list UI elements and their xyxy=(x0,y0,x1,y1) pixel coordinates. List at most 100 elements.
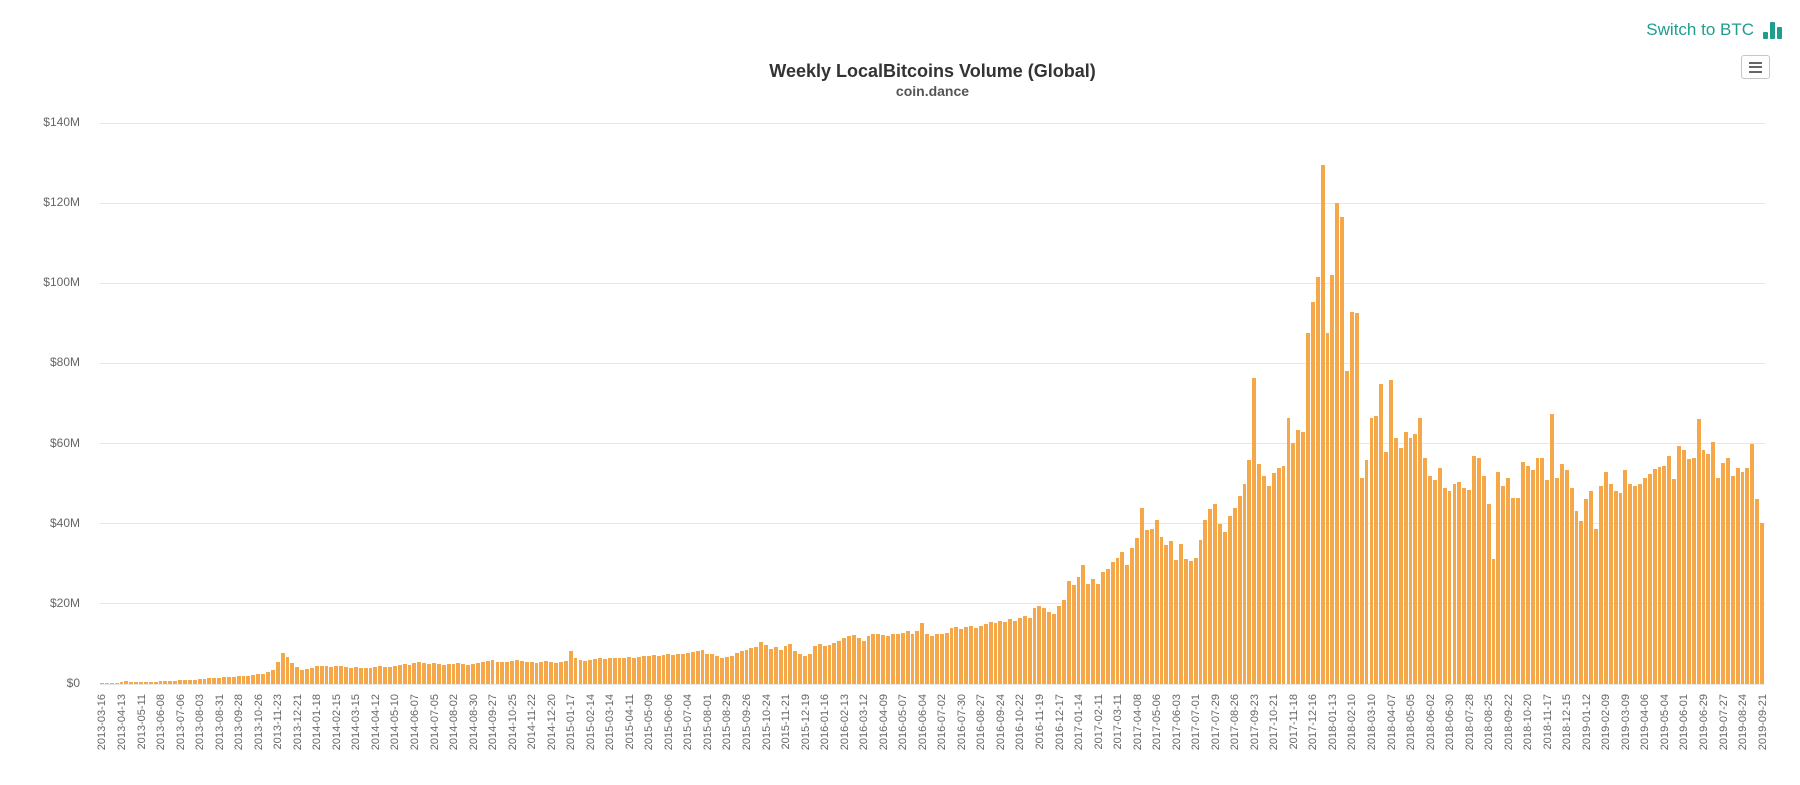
volume-bar[interactable] xyxy=(1467,489,1472,684)
volume-bar[interactable] xyxy=(1647,474,1652,684)
volume-bar[interactable] xyxy=(1623,470,1628,684)
volume-bar[interactable] xyxy=(1594,529,1598,684)
volume-bar[interactable] xyxy=(1017,617,1022,684)
volume-bar[interactable] xyxy=(441,664,446,684)
volume-bar[interactable] xyxy=(612,657,617,684)
volume-bar[interactable] xyxy=(1027,618,1032,684)
volume-bar[interactable] xyxy=(1701,450,1706,684)
volume-bar[interactable] xyxy=(1711,442,1716,684)
volume-bar[interactable] xyxy=(1735,467,1740,684)
volume-bar[interactable] xyxy=(939,634,944,684)
volume-bar[interactable] xyxy=(1115,557,1120,684)
volume-bar[interactable] xyxy=(715,655,720,684)
volume-bar[interactable] xyxy=(436,664,441,684)
volume-bar[interactable] xyxy=(1310,302,1315,684)
volume-bar[interactable] xyxy=(993,622,998,684)
volume-bar[interactable] xyxy=(1618,492,1623,684)
volume-bar[interactable] xyxy=(1491,559,1496,684)
volume-bar[interactable] xyxy=(1315,277,1320,684)
volume-bar[interactable] xyxy=(798,654,803,684)
volume-bar[interactable] xyxy=(1496,471,1501,684)
volume-bar[interactable] xyxy=(1696,418,1701,684)
volume-bar[interactable] xyxy=(134,682,139,684)
volume-bar[interactable] xyxy=(285,656,290,684)
volume-bar[interactable] xyxy=(661,655,666,684)
volume-bar[interactable] xyxy=(637,656,641,684)
volume-bar[interactable] xyxy=(1398,447,1403,684)
volume-bar[interactable] xyxy=(734,653,739,684)
volume-bar[interactable] xyxy=(397,664,402,684)
volume-bar[interactable] xyxy=(1008,618,1013,684)
volume-bar[interactable] xyxy=(139,682,143,684)
volume-bar[interactable] xyxy=(1603,472,1608,684)
volume-bar[interactable] xyxy=(568,650,573,684)
volume-bar[interactable] xyxy=(1633,485,1638,684)
volume-bar[interactable] xyxy=(1569,487,1574,684)
volume-bar[interactable] xyxy=(1193,557,1198,684)
volume-bar[interactable] xyxy=(1354,313,1359,684)
volume-bar[interactable] xyxy=(427,664,431,684)
volume-bar[interactable] xyxy=(622,657,627,684)
chart-context-menu-button[interactable] xyxy=(1741,55,1770,79)
volume-bar[interactable] xyxy=(1486,503,1491,684)
volume-bar[interactable] xyxy=(793,651,798,684)
volume-bar[interactable] xyxy=(275,662,280,684)
volume-bar[interactable] xyxy=(1154,519,1159,684)
volume-bar[interactable] xyxy=(178,680,182,684)
volume-bar[interactable] xyxy=(1691,457,1696,684)
volume-bar[interactable] xyxy=(881,634,886,684)
volume-bar[interactable] xyxy=(1120,551,1125,684)
volume-bar[interactable] xyxy=(1725,457,1730,684)
volume-bar[interactable] xyxy=(1242,483,1247,684)
volume-bar[interactable] xyxy=(1144,529,1149,684)
volume-bar[interactable] xyxy=(1262,475,1266,684)
volume-bar[interactable] xyxy=(915,630,920,684)
volume-bar[interactable] xyxy=(300,669,305,684)
volume-bar[interactable] xyxy=(1413,433,1418,684)
volume-bar[interactable] xyxy=(724,656,729,684)
volume-bar[interactable] xyxy=(212,678,217,684)
volume-bar[interactable] xyxy=(290,663,295,684)
volume-bar[interactable] xyxy=(646,655,651,684)
volume-bar[interactable] xyxy=(305,668,309,684)
volume-bar[interactable] xyxy=(1579,520,1584,684)
volume-bar[interactable] xyxy=(1418,417,1423,684)
volume-bar[interactable] xyxy=(1428,476,1432,684)
volume-bar[interactable] xyxy=(1550,414,1555,684)
volume-bar[interactable] xyxy=(1032,607,1037,684)
volume-bar[interactable] xyxy=(1110,562,1115,684)
volume-bar[interactable] xyxy=(534,662,539,684)
volume-bar[interactable] xyxy=(1047,611,1052,684)
volume-bar[interactable] xyxy=(402,664,407,684)
volume-bar[interactable] xyxy=(812,646,817,684)
volume-bar[interactable] xyxy=(495,661,500,684)
volume-bar[interactable] xyxy=(847,635,851,684)
volume-bar[interactable] xyxy=(339,666,344,684)
volume-bar[interactable] xyxy=(1750,443,1755,684)
volume-bar[interactable] xyxy=(480,661,485,684)
volume-bar[interactable] xyxy=(759,642,764,684)
volume-bar[interactable] xyxy=(983,623,988,684)
volume-bar[interactable] xyxy=(231,676,236,684)
volume-bar[interactable] xyxy=(964,626,969,684)
volume-bar[interactable] xyxy=(1330,275,1335,684)
volume-bar[interactable] xyxy=(1432,480,1437,684)
volume-bar[interactable] xyxy=(1301,431,1305,684)
volume-bar[interactable] xyxy=(1657,467,1662,684)
volume-bar[interactable] xyxy=(1408,437,1413,684)
volume-bar[interactable] xyxy=(461,664,466,684)
volume-bar[interactable] xyxy=(959,628,964,684)
volume-bar[interactable] xyxy=(1559,463,1564,684)
volume-bar[interactable] xyxy=(432,663,436,684)
volume-bar[interactable] xyxy=(1003,621,1008,684)
volume-bar[interactable] xyxy=(627,656,632,684)
volume-bar[interactable] xyxy=(1423,457,1428,684)
volume-bar[interactable] xyxy=(700,650,705,684)
volume-bar[interactable] xyxy=(1403,431,1408,684)
volume-bar[interactable] xyxy=(598,658,602,684)
volume-bar[interactable] xyxy=(632,657,637,684)
volume-bar[interactable] xyxy=(163,681,168,684)
volume-bar[interactable] xyxy=(456,663,461,684)
volume-bar[interactable] xyxy=(1179,543,1183,684)
volume-bar[interactable] xyxy=(1628,483,1633,684)
